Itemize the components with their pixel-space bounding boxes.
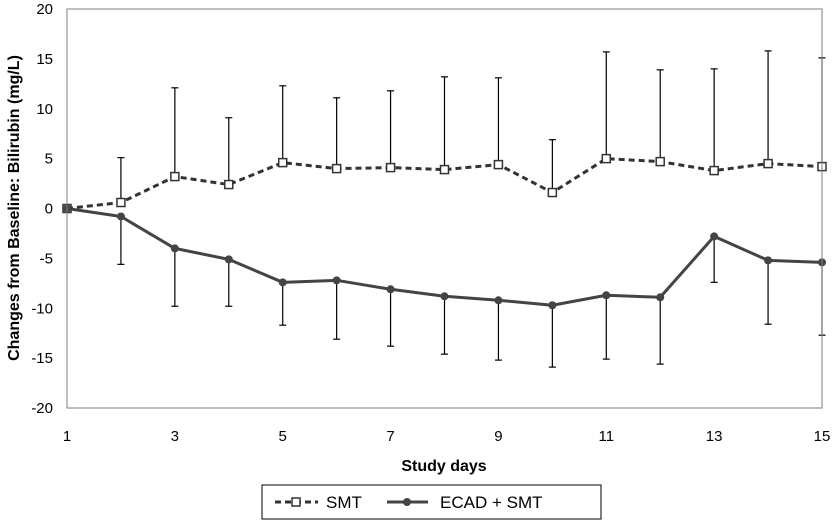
legend-ecad-smt-label: ECAD + SMT [440,493,543,512]
data-point-ecad-smt [710,232,719,241]
data-markers [62,153,827,310]
data-point-smt [655,156,665,167]
error-bar-ecad-smt [710,236,718,283]
x-tick-label: 1 [63,428,71,445]
error-bar-smt [548,139,556,193]
x-tick-label: 13 [706,428,723,445]
error-bar-smt [225,117,233,185]
legend-box [261,484,602,520]
data-point-ecad-smt [332,276,341,285]
data-point-ecad-smt [170,244,179,253]
error-bar-ecad-smt [117,216,125,265]
data-point-smt [709,165,719,176]
data-point-smt [601,153,612,164]
error-bar-ecad-smt [548,305,556,368]
error-bar-ecad-smt [171,248,179,307]
error-bar-smt [710,68,718,171]
error-bar-ecad-smt [494,300,502,361]
error-bar-smt [494,77,502,165]
data-point-ecad-smt [602,291,611,300]
x-axis-title: Study days [401,458,486,475]
data-point-ecad-smt [224,255,233,264]
x-tick-label: 11 [598,428,614,445]
error-bar-ecad-smt [602,295,610,360]
data-point-ecad-smt [548,301,557,310]
legend-smt-marker [291,497,301,507]
error-bar-ecad-smt [764,260,772,325]
error-bar-ecad-smt [333,280,341,340]
legend-smt-label: SMT [326,493,362,512]
error-bar-smt [117,157,125,203]
error-bar-ecad-smt [441,296,448,355]
error-bars [117,50,826,368]
error-bar-smt [387,90,395,168]
series-lines [66,157,823,307]
x-tick-label: 5 [279,428,287,445]
data-point-smt [547,187,558,198]
y-tick-label: 15 [36,51,53,68]
x-tick-label: 15 [814,428,831,445]
error-bar-ecad-smt [387,289,395,347]
y-tick-label: -20 [31,400,53,417]
x-tick-labels: 1 3 5 7 9 11 13 15 [63,428,831,445]
data-point-smt [763,158,773,169]
y-tick-label: -5 [40,250,53,267]
series-line-ecad-smt [66,207,823,307]
data-point-ecad-smt [386,285,395,294]
data-point-ecad-smt [764,256,773,265]
error-bar-ecad-smt [656,297,664,365]
y-axis-title: Changes from Baseline: Bilirubin (mg/L) [6,55,23,361]
data-point-smt [170,171,180,182]
y-tick-label: 5 [45,151,53,168]
error-bar-ecad-smt [225,259,233,307]
data-point-smt [224,179,234,190]
data-point-smt [493,159,504,170]
y-tick-label: 20 [36,1,53,18]
data-point-smt [277,157,288,168]
data-point-smt [439,164,450,175]
error-bar-smt [279,85,287,163]
error-bar-smt [171,87,179,177]
data-point-ecad-smt [656,293,665,302]
data-point-ecad-smt [440,292,449,301]
y-tick-labels: 20 15 10 5 0 -5 -10 -15 -20 [31,1,53,417]
plot-area-frame [66,8,823,409]
y-tick-label: -10 [31,300,53,317]
data-point-smt [116,197,126,208]
error-bar-smt [602,51,610,159]
y-tick-label: 10 [36,101,53,118]
y-tick-label: -15 [31,350,53,367]
legend-item-smt: SMT [275,493,362,512]
data-point-smt [331,163,342,174]
data-point-ecad-smt [116,212,125,221]
legend-ecad-marker [403,498,411,506]
data-point-ecad-smt [278,278,287,287]
x-tick-label: 9 [494,428,502,445]
legend: SMT ECAD + SMT [261,484,602,520]
data-point-smt [385,162,396,173]
x-tick-label: 3 [171,428,179,445]
y-tick-label: 0 [45,201,53,218]
error-bar-smt [656,69,664,162]
error-bar-smt [764,50,772,164]
legend-item-ecad-smt: ECAD + SMT [387,493,543,512]
error-bar-smt [441,76,448,170]
error-bar-ecad-smt [279,282,287,326]
x-tick-label: 7 [386,428,394,445]
data-point-ecad-smt [494,296,503,305]
series-line-smt [66,157,823,210]
error-bar-smt [333,97,341,169]
